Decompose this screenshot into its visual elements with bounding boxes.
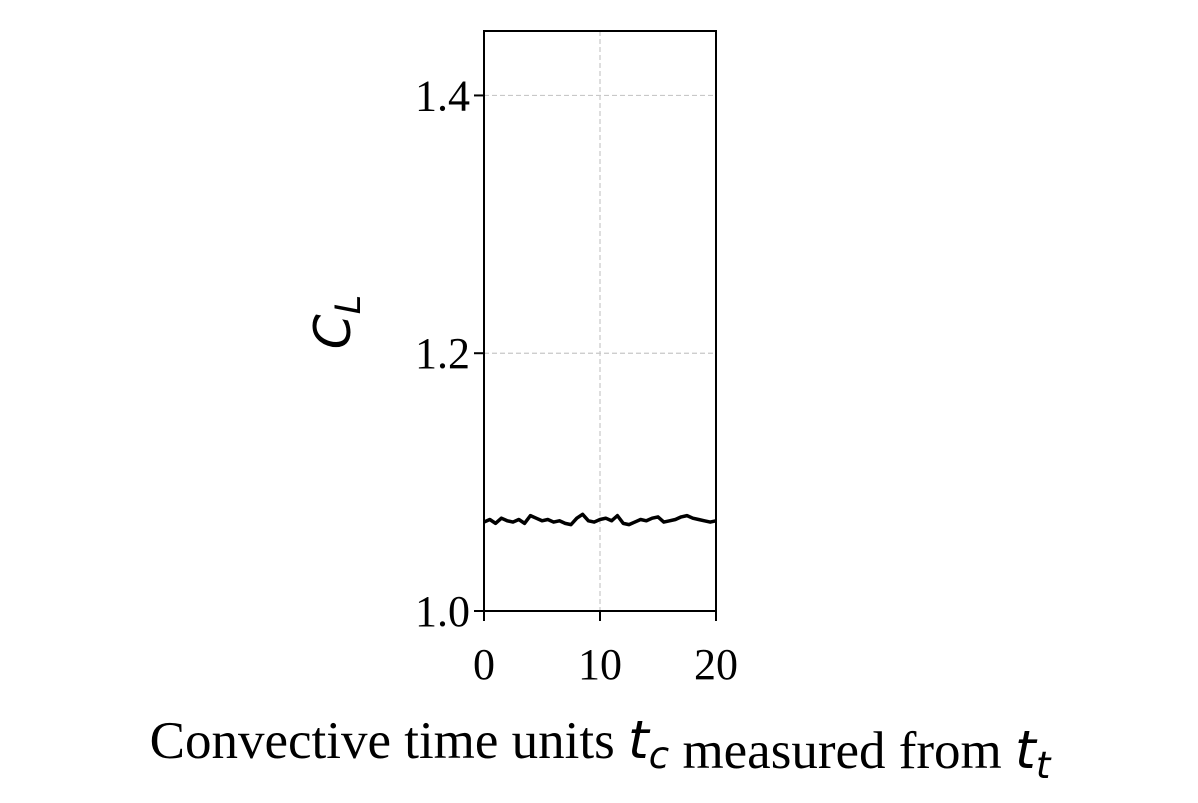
y-tick-label: 1.2 [415, 329, 470, 378]
y-tick-label: 1.0 [415, 587, 470, 636]
label-text: measured from [669, 722, 1015, 780]
math-symbol: t [1015, 720, 1038, 781]
math-subscript: L [329, 295, 369, 315]
x-tick-label: 20 [694, 640, 738, 689]
math-subscript: t [1036, 744, 1052, 787]
math-subscript: c [649, 734, 669, 777]
plot-frame [483, 30, 717, 612]
label-text: Convective time units [150, 712, 628, 770]
y-axis-label: CL [304, 295, 369, 349]
x-axis-label: Convective time units tc measured from t… [150, 710, 1052, 787]
data-line [483, 512, 717, 527]
x-tick-label: 0 [473, 640, 495, 689]
math-symbol: C [304, 314, 362, 349]
x-tick-label: 10 [578, 640, 622, 689]
y-tick-label: 1.4 [415, 71, 470, 120]
math-symbol: t [628, 710, 651, 771]
